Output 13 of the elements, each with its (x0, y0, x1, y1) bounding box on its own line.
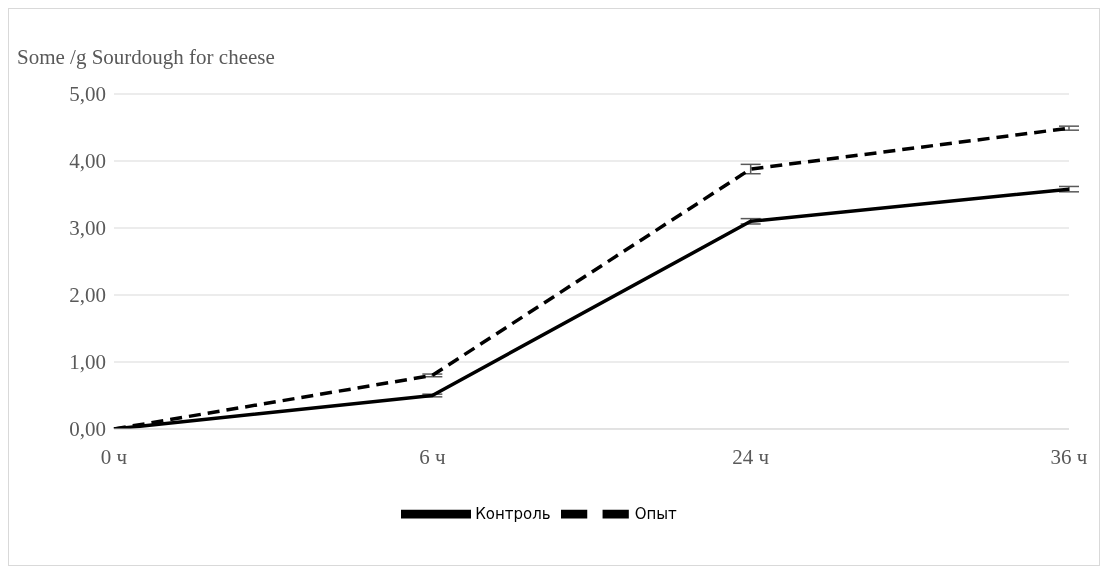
y-tick-label: 0,00 (69, 417, 106, 442)
y-tick-label: 2,00 (69, 283, 106, 308)
y-tick-label: 3,00 (69, 216, 106, 241)
y-tick-label: 4,00 (69, 149, 106, 174)
y-axis-title: Some /g Sourdough for cheese (17, 45, 275, 70)
x-tick-label: 6 ч (419, 444, 446, 469)
x-tick-label: 36 ч (1050, 444, 1088, 469)
x-tick-label: 0 ч (100, 444, 128, 469)
x-tick-label: 24 ч (732, 444, 770, 469)
legend-label: Опыт (634, 504, 677, 523)
y-tick-label: 5,00 (69, 82, 106, 107)
y-tick-label: 1,00 (69, 350, 106, 375)
legend-label: Контроль (475, 504, 551, 523)
